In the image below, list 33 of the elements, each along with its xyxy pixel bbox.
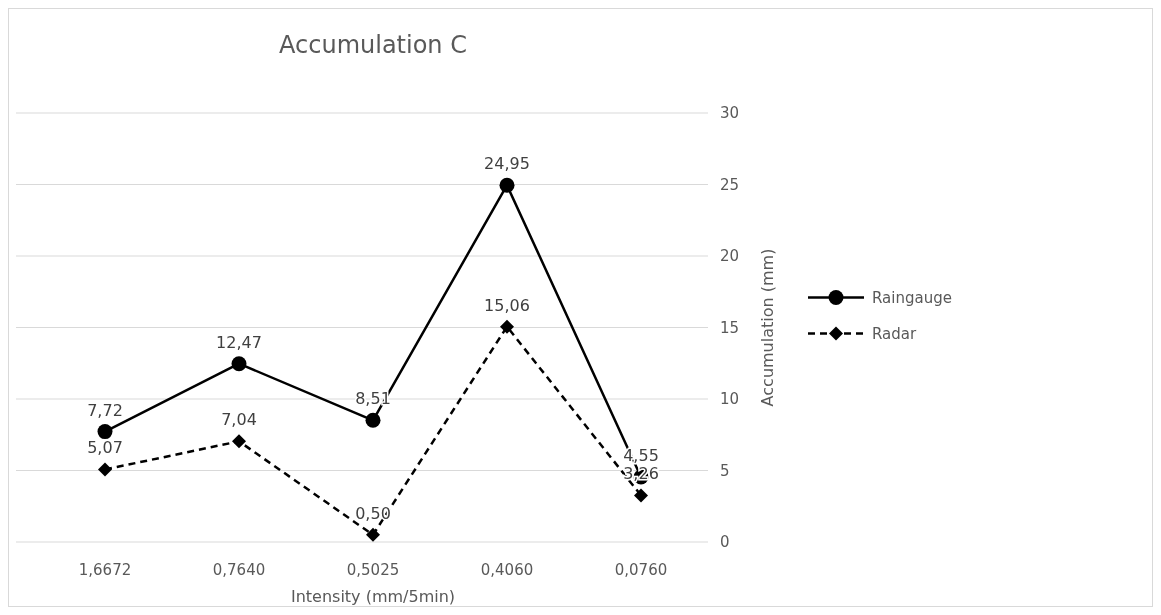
- x-tick-label: 0,4060: [480, 561, 534, 579]
- data-label: 12,47: [216, 332, 262, 352]
- data-label: 0,50: [355, 503, 391, 523]
- point: [98, 462, 112, 477]
- y-axis-title: Accumulation (mm): [758, 248, 777, 407]
- legend-label: Raingauge: [872, 288, 952, 307]
- point: [500, 319, 514, 334]
- point: [97, 424, 113, 440]
- x-tick-label: 0,5025: [346, 561, 400, 579]
- y-tick-label: 30: [720, 104, 740, 122]
- y-tick-label: 15: [720, 318, 740, 337]
- point: [231, 356, 247, 372]
- y-tick-label: 20: [720, 247, 740, 265]
- point: [232, 434, 246, 449]
- data-label: 7,04: [221, 410, 257, 430]
- x-tick-label: 0,7640: [212, 561, 266, 579]
- point: [499, 177, 515, 193]
- data-label: 15,06: [484, 295, 530, 315]
- data-label: 7,72: [87, 400, 123, 420]
- point: [366, 527, 380, 542]
- x-tick-label: 1,6672: [78, 561, 132, 579]
- point: [365, 412, 381, 428]
- x-tick-label: 0,0760: [614, 561, 668, 579]
- y-tick-label: 25: [720, 175, 740, 194]
- y-tick-label: 5: [720, 461, 730, 480]
- chart-title: Accumulation C: [279, 31, 467, 59]
- legend-label: Radar: [872, 324, 917, 343]
- data-label: 24,95: [484, 154, 530, 174]
- data-label: 5,07: [87, 438, 123, 458]
- y-tick-label: 10: [720, 390, 740, 408]
- point: [634, 488, 648, 503]
- x-axis-title: Intensity (mm/5min): [290, 587, 456, 606]
- y-tick-label: 0: [720, 533, 730, 551]
